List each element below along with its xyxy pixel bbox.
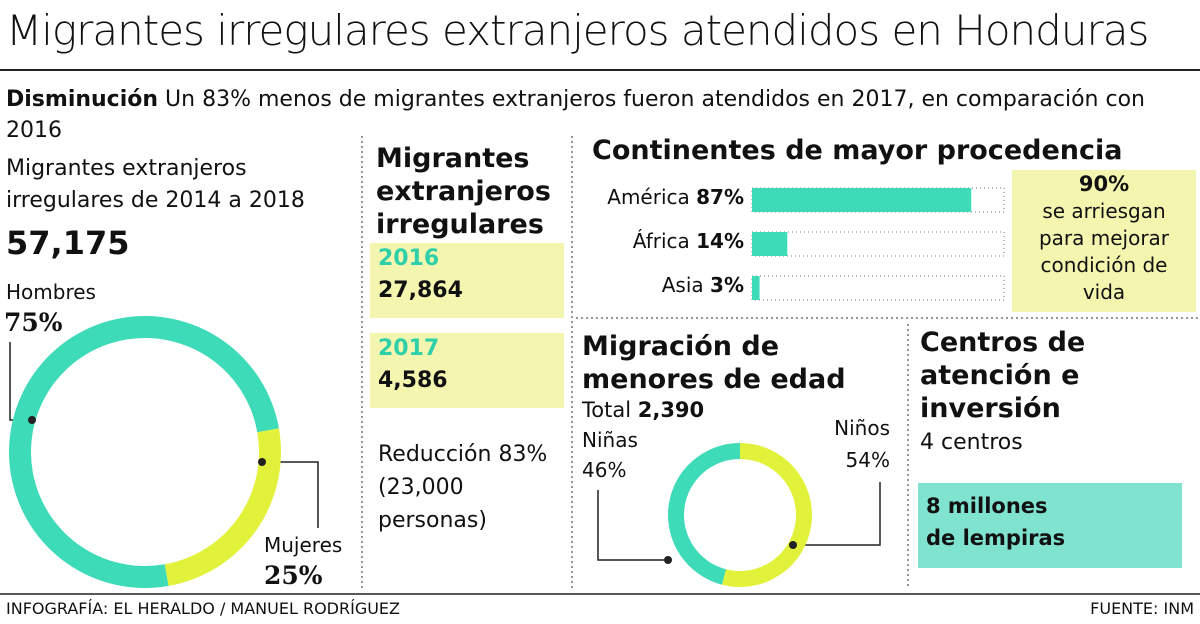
bar-track [751,275,1005,301]
total-label: irregulares de 2014 a 2018 [6,188,305,213]
panel-title: Migrantes [376,143,530,174]
donut-label: Niñas [582,428,638,452]
bar [752,188,972,212]
callout-line: se arriesgan [1042,199,1166,223]
year-box [370,243,564,318]
credit: INFOGRAFÍA: EL HERALDO / MANUEL RODRÍGUE… [6,599,400,618]
value-label: 14% [696,229,744,253]
leader-dot [28,416,36,424]
source: FUENTE: INM [1090,599,1194,618]
panel-title: extranjeros [376,176,551,207]
total-label: Migrantes extranjeros [6,156,247,181]
bar [752,232,788,256]
category: Asia [661,273,704,297]
bar-label: América 87% [607,185,744,209]
investment: de lempiras [926,526,1066,550]
year-box [370,333,564,408]
total-value: 57,175 [6,224,130,262]
separators [361,136,1200,588]
reduction: Reducción 83% [378,442,548,467]
callout-line: condición de [1040,253,1168,277]
donut-label: 25% [264,561,323,590]
total-label: Total [582,398,632,422]
investment-box [918,483,1182,568]
leader-dot [258,458,266,466]
donut-label: Mujeres [264,533,343,557]
bar-label: África 14% [633,229,744,253]
reduction: (23,000 [378,475,464,500]
callout-text: se arriesgan para mejorar condición de vida [1012,198,1196,306]
value-label: 3% [710,273,744,297]
callout-line: para mejorar [1038,226,1170,250]
lead: Disminución Un 83% menos de migrantes ex… [6,84,1196,146]
donut-segment [164,428,282,586]
investment: 8 millones [926,494,1048,518]
value-label: 87% [696,185,744,209]
panel-title: Continentes de mayor procedencia [592,135,1123,166]
count: 4,586 [378,368,448,393]
bar-label: Asia 3% [662,273,744,297]
category: América [607,185,690,209]
leader-dot [789,541,797,549]
panel-title: inversión [920,393,1061,424]
bar-track [751,231,1005,257]
lead-bold: Disminución [6,87,159,112]
centers-count: 4 centros [920,430,1023,455]
donut-label: 54% [845,448,890,472]
donut-label: 75% [4,308,63,337]
year: 2016 [378,246,440,271]
year: 2017 [378,336,440,361]
panel-title: atención e [920,360,1080,391]
title: Migrantes irregulares extranjeros atendi… [6,6,1149,55]
donut-segment [722,443,812,587]
panel-title: Migración de [582,331,780,362]
lead-text: Un 83% menos de migrantes extranjeros fu… [6,87,1145,143]
donut-segment [667,443,740,585]
donut-label: 46% [582,458,627,482]
count: 27,864 [378,278,463,303]
bar [752,276,760,300]
reduction: personas) [378,508,487,533]
callout-line: vida [1082,280,1126,304]
leader-dot [664,556,672,564]
panel-title: menores de edad [582,364,846,395]
category: África [632,229,690,253]
callout-box [1012,170,1196,312]
panel-title: irregulares [376,209,544,240]
callout-value: 90% [1078,172,1130,196]
total-value: 2,390 [637,398,705,422]
total-minors: Total 2,390 [582,398,704,422]
donut-label: Hombres [6,280,96,304]
donut-label: Niños [834,416,890,440]
panel-title: Centros de [920,327,1086,358]
